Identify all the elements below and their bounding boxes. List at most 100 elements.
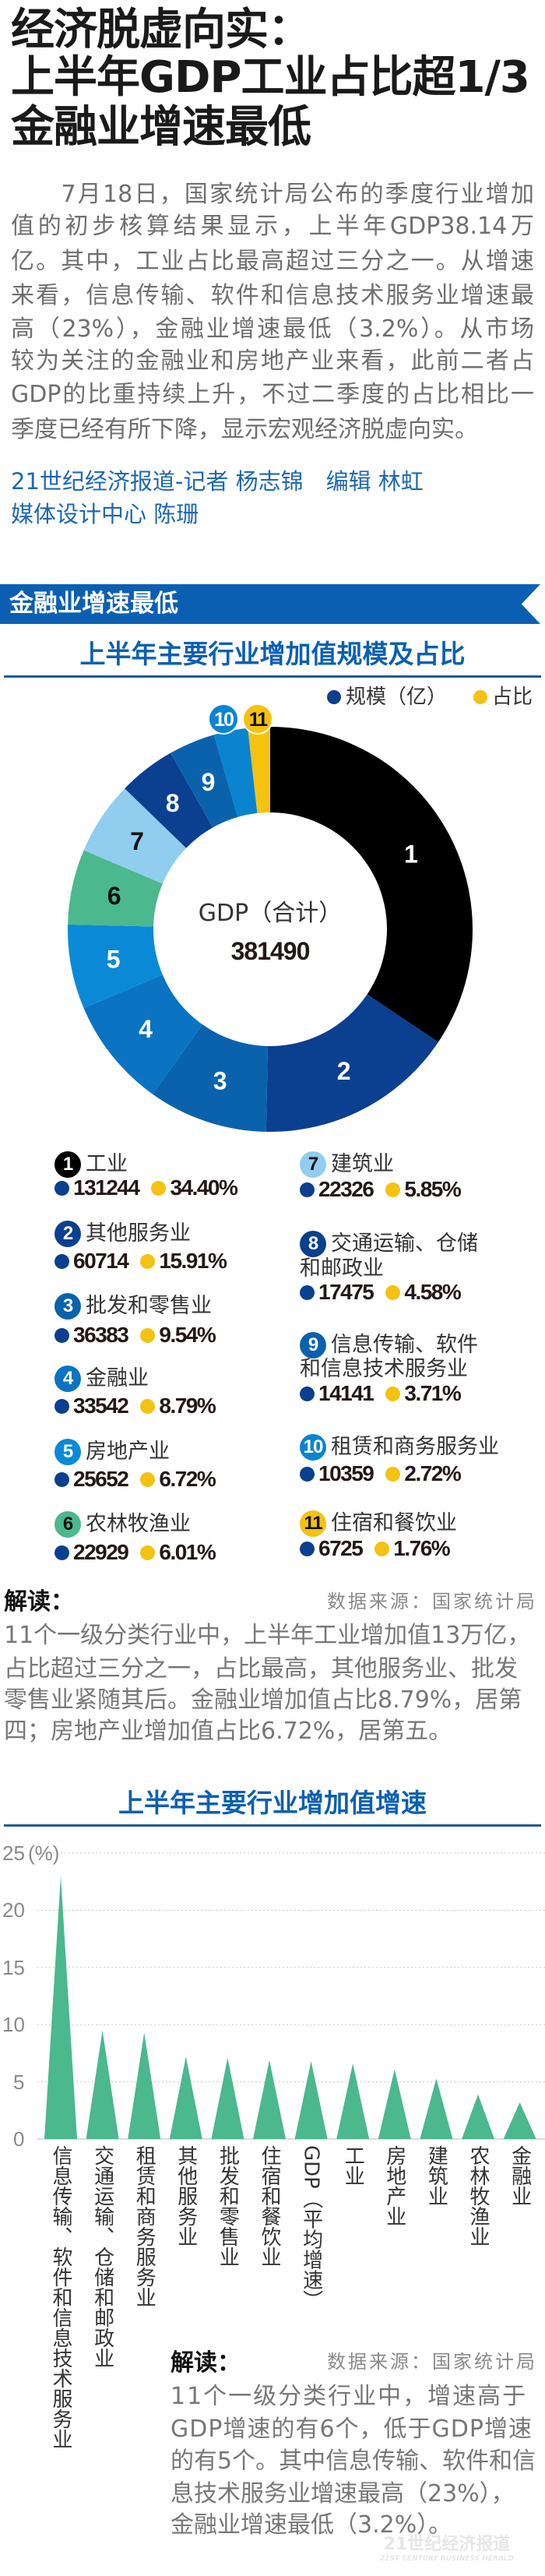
legend-item-values: 10359 2.72%: [300, 1461, 462, 1486]
donut-slice-label: 7: [130, 827, 144, 855]
legend-share: 占比: [473, 684, 533, 710]
legend-item-header: 11 住宿和餐饮业: [300, 1510, 457, 1537]
legend-share-value: 2.72%: [404, 1461, 461, 1485]
legend-number-badge: 8: [300, 1231, 326, 1257]
growth-peak: [420, 2078, 453, 2139]
legend-number-badge: 6: [54, 1511, 81, 1538]
legend-industry-name: 批发和零售业: [86, 1294, 212, 1318]
donut-slice-label: 6: [107, 882, 121, 910]
donut-slice-7: [83, 788, 187, 884]
x-category-label: 住宿和餐饮业: [258, 2145, 281, 2267]
legend-number-badge: 5: [54, 1439, 81, 1465]
share-dot-icon: [385, 1182, 401, 1197]
legend-number-badge: 3: [54, 1293, 81, 1320]
share-dot-icon: [140, 1253, 156, 1269]
note2-line: 息技术服务业增速最高（23%），: [171, 2480, 515, 2507]
growth-peak: [253, 2060, 286, 2139]
legend-scale-value: 10359: [318, 1461, 374, 1485]
x-category-label: 农林牧渔业: [466, 2145, 490, 2247]
legend-share-value: 6.72%: [159, 1467, 216, 1491]
legend-item-header: 3 批发和零售业: [54, 1293, 212, 1320]
growth-chart-title: 上半年主要行业增加值增速: [118, 1788, 427, 1818]
legend-item-header: 8 交通运输、仓储: [300, 1231, 478, 1257]
scale-dot-icon: [54, 1471, 69, 1487]
legend-scale-value: 22929: [73, 1540, 129, 1564]
legend-scale-value: 131244: [73, 1175, 140, 1200]
section-banner: 金融业增速最低: [0, 584, 540, 624]
donut-slice-label: 1: [404, 840, 418, 869]
byline-reporter: 21世纪经济报道-记者 杨志锦 编辑 林虹: [11, 468, 424, 495]
title-divider: [4, 675, 541, 678]
note1-line: 占比超过三分之一，占比最高，其他服务业、批发: [4, 1655, 518, 1683]
watermark-en: 21ST CENTURY BUSINESS HERALD: [379, 2555, 514, 2563]
legend-scale-value: 14141: [318, 1381, 374, 1405]
growth-peak: [86, 2030, 119, 2139]
legend-share-value: 1.76%: [393, 1536, 450, 1560]
headline-line-2: 上半年GDP工业占比超1/3: [11, 52, 530, 103]
note1-label: 解读：: [4, 1588, 74, 1616]
x-category-label: 建筑业: [424, 2145, 448, 2206]
y-tick-label: 10: [2, 2013, 25, 2037]
legend-scale-value: 17475: [318, 1280, 374, 1304]
legend-dot-blue-icon: [327, 690, 341, 704]
legend-item-header: 2 其他服务业: [54, 1221, 191, 1247]
legend-item-values: 36383 9.54%: [54, 1323, 216, 1348]
legend-number-badge: 7: [300, 1151, 326, 1178]
growth-peak: [378, 2069, 411, 2139]
note2-line: 的有5个。其中信息传输、软件和信: [171, 2447, 536, 2475]
share-dot-icon: [374, 1541, 390, 1556]
donut-slice-4: [83, 974, 202, 1094]
intro-line: 亿。其中，工业占比最高超过三分之一。从增速: [11, 248, 534, 275]
y-tick-label: 25: [2, 1841, 25, 1865]
donut-center-value: 381490: [230, 937, 311, 965]
legend-share-label: 占比: [492, 685, 533, 709]
donut-slice-10: [213, 728, 258, 817]
x-category-label: 房地产业: [382, 2145, 406, 2226]
legend-item-values: 33542 8.79%: [54, 1394, 216, 1418]
legend-share-value: 5.85%: [404, 1177, 461, 1201]
donut-slice-2: [265, 994, 438, 1133]
legend-industry-name: 农林牧渔业: [86, 1512, 191, 1536]
donut-slice-9: [171, 735, 238, 828]
note1-line: 11个一级分类行业中，上半年工业增加值13万亿，: [4, 1622, 531, 1649]
intro-line: 高（23%），金融业增速最低（3.2%）。从市场: [11, 315, 534, 343]
share-dot-icon: [385, 1284, 401, 1300]
legend-industry-name-cont: 和邮政业: [300, 1256, 384, 1281]
scale-dot-icon: [300, 1386, 315, 1401]
donut-slice-label: 8: [166, 789, 180, 817]
watermark-logo: 21世纪经济报道 21ST CENTURY BUSINESS HERALD: [380, 2535, 514, 2564]
byline-designer: 媒体设计中心 陈珊: [11, 501, 199, 527]
donut-slice-label: 9: [202, 768, 216, 796]
legend-industry-name: 建筑业: [331, 1152, 394, 1176]
legend-number-badge: 4: [54, 1366, 81, 1392]
legend-item-header: 5 房地产业: [54, 1439, 170, 1465]
x-category-label: GDP（平均增速）: [299, 2145, 323, 2310]
legend-scale-value: 25652: [73, 1467, 129, 1491]
donut-slice-label: 2: [337, 1057, 351, 1085]
legend-item-values: 25652 6.72%: [54, 1467, 216, 1492]
legend-industry-name: 交通运输、仓储: [331, 1232, 478, 1256]
y-tick-label: 0: [13, 2127, 25, 2151]
donut-slice-label: 5: [107, 945, 121, 973]
legend-number-badge: 9: [300, 1332, 326, 1358]
donut-slice-6: [68, 850, 163, 927]
legend-share-value: 3.71%: [404, 1381, 461, 1405]
intro-line: 较为关注的金融业和房地产业来看，此前二者占: [11, 347, 534, 375]
y-tick-label: 20: [2, 1898, 25, 1922]
x-category-label: 交通运输、仓储和邮政业: [90, 2145, 114, 2368]
legend-share-value: 34.40%: [170, 1175, 237, 1200]
legend-scale-value: 60714: [73, 1249, 129, 1273]
scale-dot-icon: [54, 1253, 69, 1269]
note1-line: 四；房地产业增加值占比6.72%，居第五。: [4, 1718, 452, 1745]
legend-industry-name: 金融业: [86, 1366, 149, 1390]
legend-scale-label: 规模（亿）: [346, 685, 448, 709]
intro-line: 值的初步核算结果显示，上半年GDP38.14万: [11, 213, 534, 240]
scale-dot-icon: [54, 1398, 69, 1414]
intro-line: 来看，信息传输、软件和信息技术服务业增速最: [11, 282, 534, 309]
x-category-label: 工业: [341, 2145, 365, 2186]
legend-industry-name: 其他服务业: [86, 1221, 191, 1246]
scale-dot-icon: [54, 1327, 69, 1343]
legend-industry-name: 租赁和商务服务业: [331, 1435, 499, 1459]
